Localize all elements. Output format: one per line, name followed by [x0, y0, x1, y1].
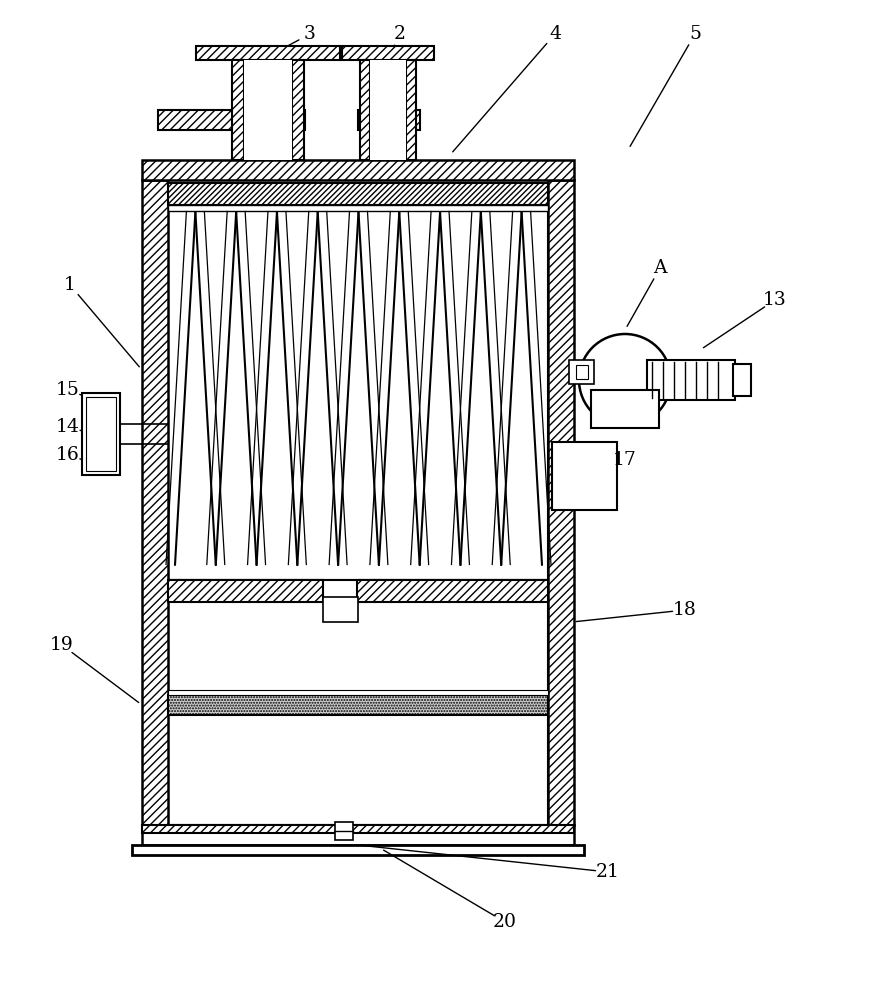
Text: 1: 1	[64, 276, 76, 294]
Text: A: A	[654, 259, 667, 277]
Text: 14: 14	[56, 418, 80, 436]
Bar	[132, 845, 584, 855]
Polygon shape	[232, 60, 244, 160]
Bar	[168, 180, 548, 183]
Text: 20: 20	[493, 913, 517, 931]
Text: 21: 21	[596, 863, 620, 881]
Bar	[168, 205, 548, 211]
Bar	[358, 110, 420, 130]
Polygon shape	[406, 60, 416, 160]
Bar	[196, 46, 340, 60]
Bar	[168, 690, 548, 695]
Text: 16: 16	[56, 446, 80, 464]
Polygon shape	[360, 60, 370, 160]
Bar	[168, 205, 548, 580]
Bar	[244, 60, 292, 160]
Text: 13: 13	[763, 291, 787, 309]
Text: 4: 4	[549, 25, 561, 43]
Bar	[576, 365, 588, 379]
Bar	[142, 180, 168, 825]
Text: 18: 18	[673, 601, 697, 619]
Bar	[142, 825, 574, 833]
Bar	[168, 695, 548, 715]
Polygon shape	[292, 60, 304, 160]
Bar	[569, 360, 594, 384]
Bar	[168, 580, 548, 825]
Circle shape	[579, 334, 671, 426]
Bar	[591, 390, 659, 428]
Bar	[647, 360, 735, 400]
Bar	[158, 110, 305, 130]
Bar	[168, 580, 323, 602]
Bar	[342, 46, 434, 60]
Text: 5: 5	[689, 25, 701, 43]
Bar	[335, 822, 353, 840]
Bar	[548, 180, 574, 825]
Text: 17: 17	[613, 451, 637, 469]
Text: 19: 19	[50, 636, 74, 654]
Bar	[142, 825, 574, 845]
Bar	[357, 580, 548, 602]
Text: 2: 2	[394, 25, 406, 43]
Bar	[733, 364, 751, 396]
Bar	[82, 393, 120, 475]
Bar	[323, 597, 358, 622]
Text: 15: 15	[56, 381, 80, 399]
Bar	[552, 442, 617, 510]
Bar	[142, 160, 574, 180]
Bar	[168, 183, 548, 205]
Bar	[86, 397, 116, 471]
Bar	[370, 60, 406, 160]
Text: 3: 3	[304, 25, 316, 43]
